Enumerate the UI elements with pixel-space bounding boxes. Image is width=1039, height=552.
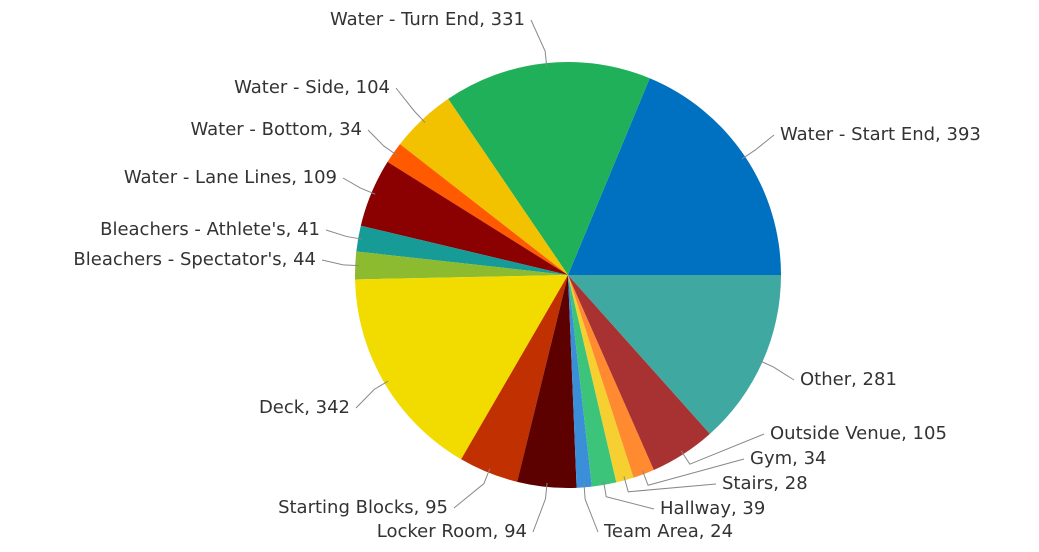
pie-slice: [360, 161, 568, 275]
pie-slice: [517, 275, 577, 489]
data-label: Outside Venue, 105: [770, 423, 947, 444]
leader-line: [603, 480, 655, 510]
pie-slice: [448, 62, 650, 275]
data-label: Water - Bottom, 34: [190, 119, 362, 140]
leader-line: [342, 177, 376, 195]
leader-line: [641, 458, 745, 486]
data-label: Water - Side, 104: [234, 77, 390, 98]
pie-slice: [387, 144, 568, 275]
data-label: Bleachers - Athlete's, 41: [100, 219, 320, 240]
pie-slice: [568, 275, 654, 478]
data-label: Team Area, 24: [603, 521, 733, 542]
leader-line: [367, 129, 398, 156]
leader-line: [623, 476, 717, 493]
leader-line: [583, 483, 599, 533]
pie-slice: [356, 225, 568, 275]
data-label: Deck, 342: [259, 397, 350, 418]
leader-line: [741, 134, 775, 160]
data-label: Gym, 34: [750, 448, 826, 469]
leader-line: [530, 19, 548, 68]
pie-slice: [461, 275, 568, 482]
data-label: Hallway, 39: [660, 498, 765, 519]
pie-slice: [568, 78, 781, 275]
data-label: Water - Turn End, 331: [330, 9, 525, 30]
leader-line: [355, 380, 389, 409]
leader-line: [758, 359, 795, 381]
data-label: Water - Lane Lines, 109: [124, 167, 337, 188]
data-label: Water - Start End, 393: [780, 124, 981, 145]
pie-slice: [568, 275, 592, 488]
leader-line: [453, 468, 491, 509]
data-label: Starting Blocks, 95: [278, 497, 448, 518]
data-label: Locker Room, 94: [377, 521, 527, 542]
leader-line: [680, 433, 765, 465]
pie-slice: [399, 98, 568, 275]
data-label: Other, 281: [800, 369, 897, 390]
pie-slice: [568, 275, 634, 483]
leader-line: [395, 87, 426, 123]
data-label: Stairs, 28: [722, 473, 808, 494]
pie-slice: [568, 275, 710, 470]
data-label: Bleachers - Spectator's, 44: [73, 249, 316, 270]
pie-slice: [355, 251, 568, 280]
leader-line: [325, 229, 363, 240]
pie-slice: [568, 275, 781, 434]
leader-line: [321, 259, 360, 267]
leader-line: [532, 482, 548, 533]
pie-slice: [568, 275, 617, 487]
pie-slice: [355, 275, 568, 460]
